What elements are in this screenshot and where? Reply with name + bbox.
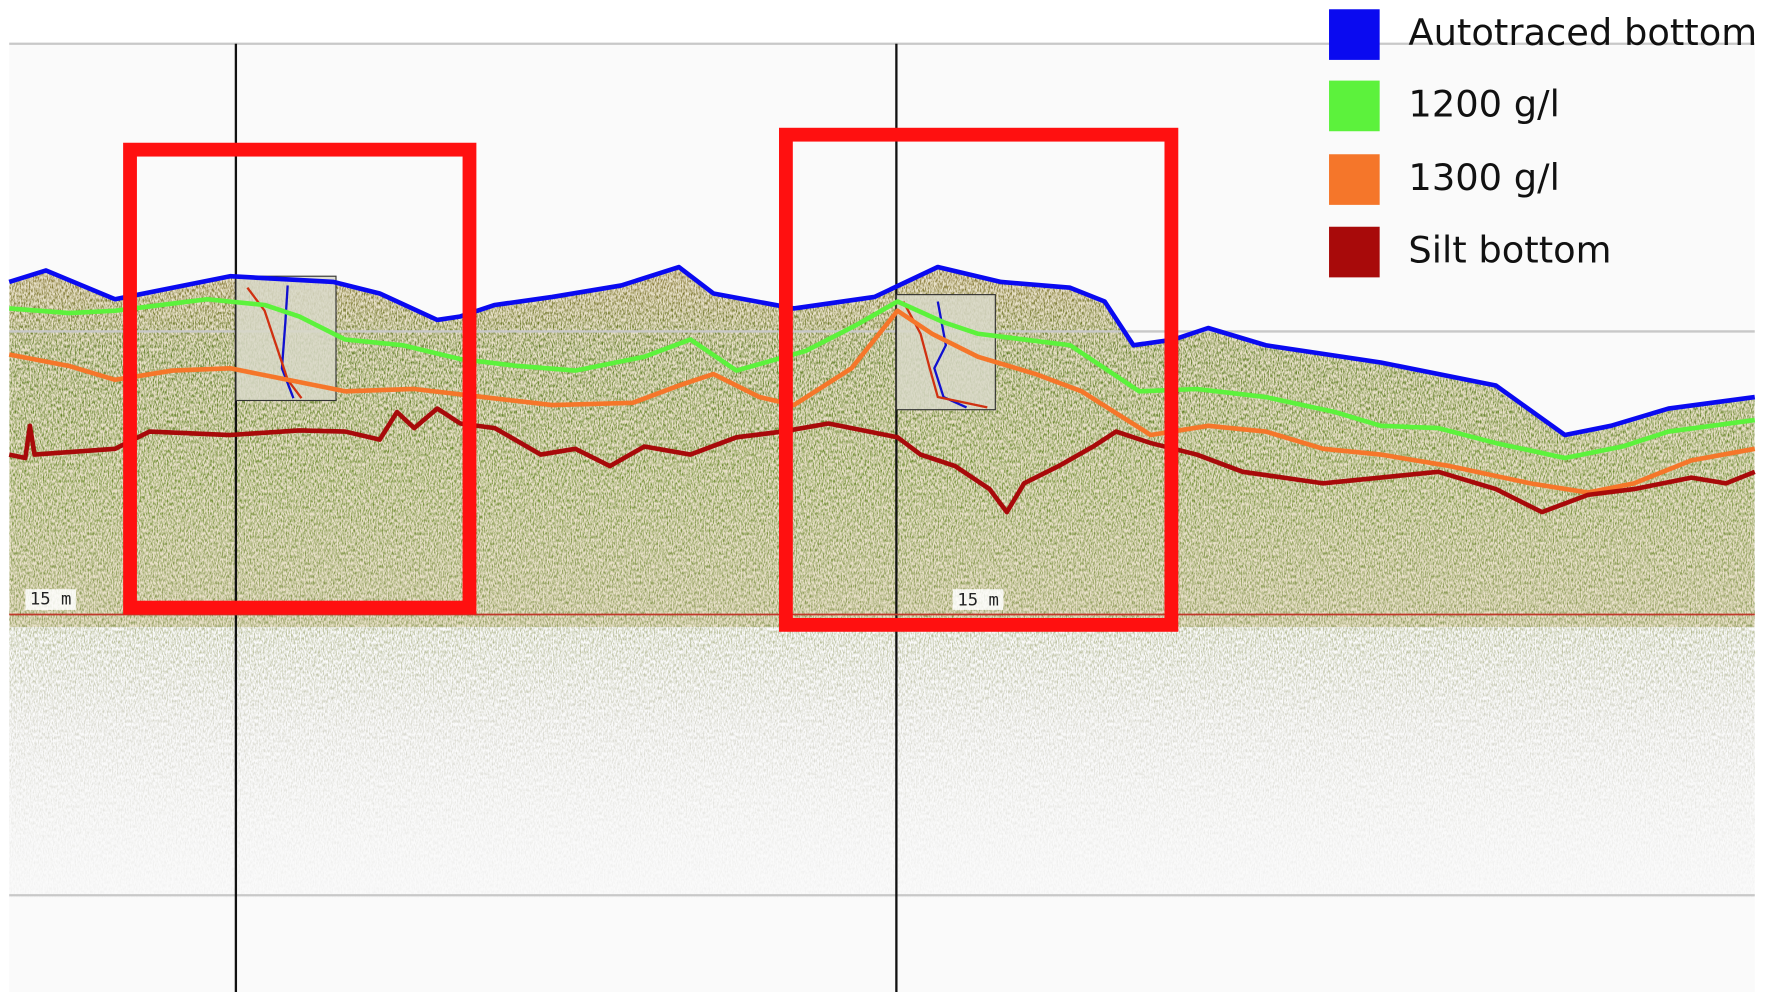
legend-swatch: [1329, 9, 1380, 60]
depth-label: 15 m: [30, 590, 72, 610]
depth-label: 15 m: [957, 591, 999, 611]
faded-return: [9, 610, 1755, 898]
legend-label: 1200 g/l: [1408, 82, 1559, 125]
page: {"legend": [ {"label": "Autotraced botto…: [0, 0, 1787, 992]
legend-label: 1300 g/l: [1408, 156, 1559, 199]
echogram-figure: 15 m 15 m Autotraced bottom 1200 g/l 1300 …: [0, 0, 1787, 992]
core-inset: [896, 295, 995, 410]
legend-swatch: [1329, 81, 1380, 132]
legend-label: Silt bottom: [1408, 229, 1611, 272]
legend-swatch: [1329, 154, 1380, 205]
legend-label: Autotraced bottom: [1408, 11, 1757, 54]
legend-swatch: [1329, 227, 1380, 278]
